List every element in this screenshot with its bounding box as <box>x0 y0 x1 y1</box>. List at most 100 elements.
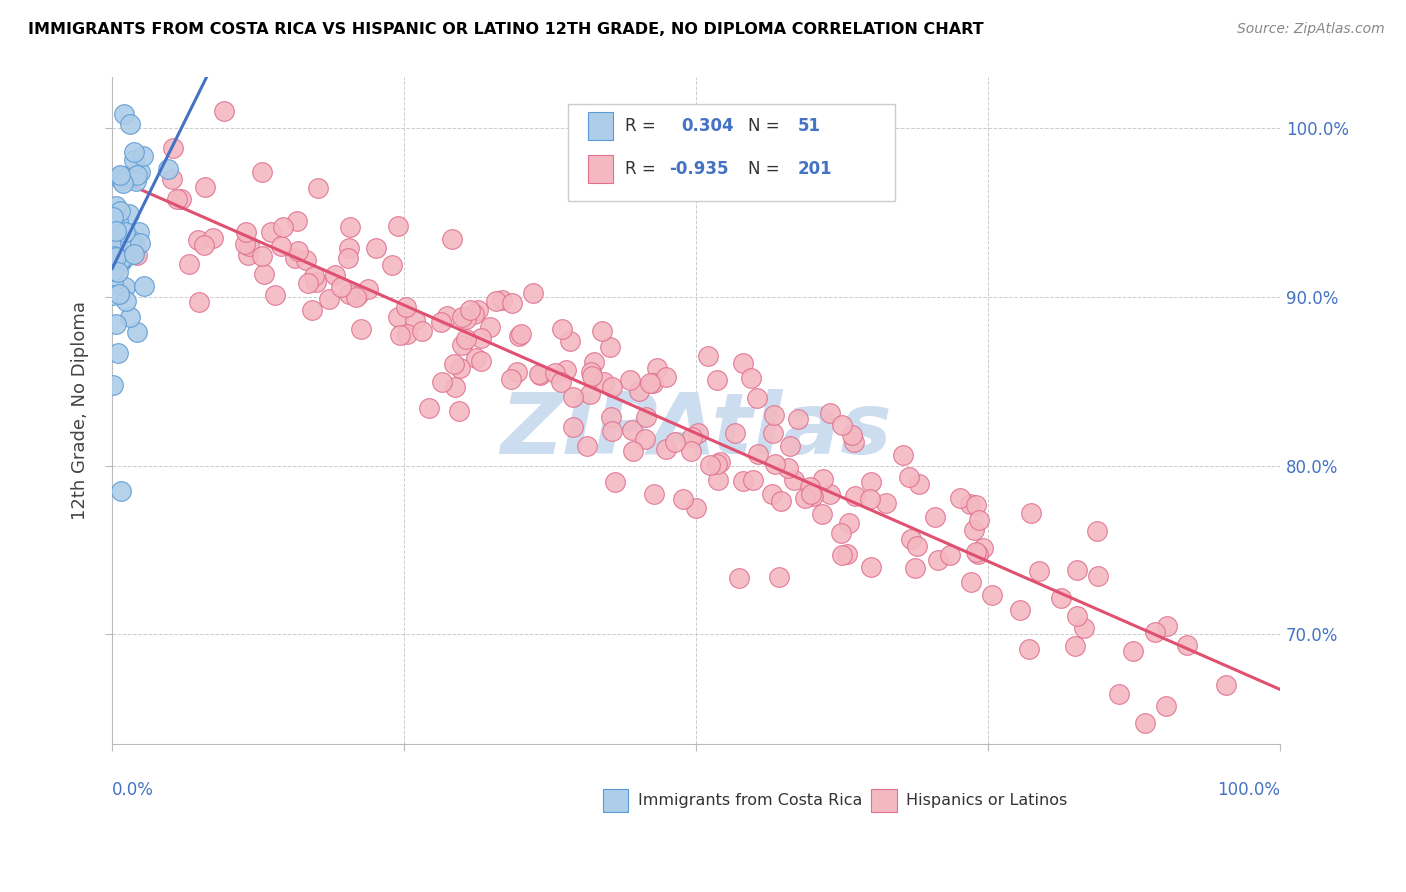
Point <box>387 219 409 234</box>
Point <box>118 207 141 221</box>
Point <box>634 432 657 446</box>
Point <box>810 507 832 521</box>
Point <box>740 371 762 385</box>
Point <box>122 153 145 168</box>
Point <box>114 279 136 293</box>
Point <box>967 513 990 527</box>
Point <box>1154 699 1177 714</box>
Point <box>554 363 576 377</box>
Point <box>1066 563 1088 577</box>
Point <box>875 496 897 510</box>
Point <box>686 425 709 440</box>
Text: N =: N = <box>748 117 785 135</box>
Point <box>939 548 962 562</box>
Point <box>125 174 148 188</box>
Point <box>101 210 124 224</box>
Point <box>411 324 433 338</box>
Point <box>763 457 786 471</box>
Point <box>127 326 149 340</box>
Point <box>108 287 131 301</box>
Point <box>600 424 623 438</box>
Point <box>818 406 841 420</box>
Point <box>430 315 453 329</box>
Point <box>443 380 465 394</box>
Point <box>960 575 983 590</box>
Text: 201: 201 <box>797 161 832 178</box>
Point <box>110 483 132 498</box>
Point <box>591 324 613 338</box>
Point <box>1156 619 1178 633</box>
Point <box>101 287 124 301</box>
Point <box>728 571 751 585</box>
Point <box>965 545 987 559</box>
Point <box>1028 564 1050 578</box>
Point <box>859 559 882 574</box>
Point <box>450 338 472 352</box>
Point <box>484 293 506 308</box>
Point <box>124 241 146 255</box>
Point <box>156 162 179 177</box>
Point <box>193 237 215 252</box>
Point <box>664 434 686 449</box>
Point <box>907 477 929 491</box>
Point <box>1064 639 1087 653</box>
Point <box>501 296 523 310</box>
Point <box>600 380 623 394</box>
Point <box>508 329 530 343</box>
Point <box>927 552 949 566</box>
Point <box>761 487 783 501</box>
Y-axis label: 12th Grade, No Diploma: 12th Grade, No Diploma <box>72 301 89 520</box>
Point <box>260 225 283 239</box>
Point <box>127 248 149 262</box>
Point <box>110 252 132 267</box>
Point <box>418 401 440 416</box>
Point <box>699 458 721 473</box>
Point <box>114 225 136 239</box>
Point <box>830 526 852 541</box>
Point <box>101 244 124 259</box>
Point <box>599 340 621 354</box>
Point <box>252 249 274 263</box>
Point <box>302 268 325 283</box>
Point <box>170 192 193 206</box>
Point <box>529 368 551 382</box>
Point <box>860 475 883 490</box>
Point <box>111 176 134 190</box>
Point <box>621 444 644 458</box>
Point <box>980 588 1002 602</box>
Point <box>799 480 821 494</box>
Point <box>747 447 769 461</box>
Point <box>581 365 603 379</box>
Point <box>112 107 135 121</box>
Point <box>337 286 360 301</box>
Point <box>800 486 823 500</box>
Point <box>295 253 318 268</box>
Point <box>162 141 184 155</box>
Point <box>681 430 703 444</box>
Point <box>620 423 643 437</box>
Point <box>681 443 703 458</box>
Point <box>655 442 678 457</box>
Point <box>898 469 921 483</box>
Point <box>697 350 720 364</box>
Point <box>904 561 927 575</box>
Point <box>132 149 155 163</box>
Point <box>194 180 217 194</box>
Point <box>436 309 458 323</box>
Point <box>454 332 477 346</box>
Point <box>811 472 834 486</box>
Bar <box>603 789 628 813</box>
Point <box>404 313 426 327</box>
Point <box>801 489 824 503</box>
Point <box>110 173 132 187</box>
Bar <box>588 112 613 140</box>
Text: Source: ZipAtlas.com: Source: ZipAtlas.com <box>1237 22 1385 37</box>
Point <box>388 327 411 342</box>
Text: 100.0%: 100.0% <box>1218 780 1281 799</box>
Point <box>301 302 323 317</box>
Point <box>733 356 755 370</box>
Text: 0.0%: 0.0% <box>112 780 155 799</box>
Point <box>581 369 603 384</box>
Point <box>264 287 287 301</box>
Text: 0.304: 0.304 <box>681 117 734 135</box>
